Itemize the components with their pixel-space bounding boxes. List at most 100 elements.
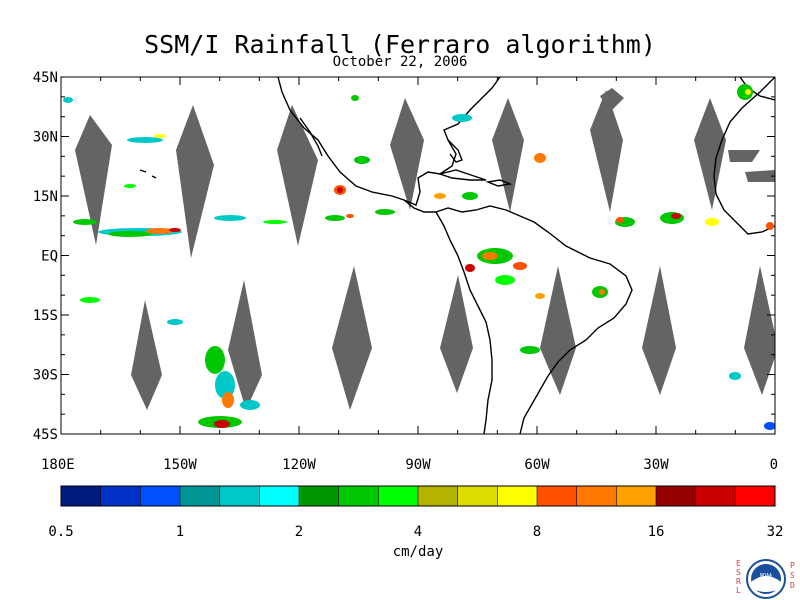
- rain-patch: [325, 215, 345, 221]
- rain-patch: [482, 252, 498, 260]
- colorbar-swatch: [457, 486, 498, 506]
- colorbar-tick-label: 1: [176, 524, 184, 540]
- no-data-swath: [75, 115, 112, 245]
- rain-patch: [80, 297, 100, 303]
- rain-patch: [154, 134, 166, 138]
- noaa-gull: [751, 576, 781, 592]
- rain-patch: [452, 114, 472, 122]
- europe-coast: [739, 77, 775, 101]
- lat-tick-label: 15N: [33, 189, 58, 205]
- no-data-swath: [332, 266, 372, 410]
- map-date: October 22, 2006: [332, 54, 468, 70]
- colorbar-tick-label: 32: [767, 524, 784, 540]
- psd-letters: PSD: [790, 561, 795, 590]
- colorbar-swatch: [656, 486, 697, 506]
- cuba: [437, 169, 487, 181]
- lat-tick-label: 15S: [33, 308, 58, 324]
- psd-letter: S: [790, 571, 795, 580]
- rain-patch: [599, 289, 605, 295]
- rain-patch: [146, 228, 174, 234]
- rain-patch: [495, 275, 515, 285]
- no-data-swath: [228, 280, 262, 410]
- lon-tick-label: 90W: [405, 457, 431, 473]
- colorbar-swatch: [378, 486, 419, 506]
- colorbar-swatch: [140, 486, 181, 506]
- lat-tick-label: 30N: [33, 130, 58, 146]
- rain-patch: [351, 95, 359, 101]
- colorbar-swatch: [695, 486, 736, 506]
- rain-patch: [214, 420, 230, 428]
- rain-patch: [729, 372, 741, 380]
- rain-patch: [346, 214, 354, 218]
- rain-patch: [124, 184, 136, 188]
- rain-patch: [660, 212, 684, 224]
- rain-patch: [465, 264, 475, 272]
- psd-letter: P: [790, 561, 795, 570]
- no-data-swath: [492, 98, 524, 212]
- colorbar-tick-label: 8: [533, 524, 541, 540]
- lat-tick-label: 45N: [33, 70, 58, 86]
- rain-patch: [169, 228, 181, 232]
- map-content: [61, 77, 775, 434]
- south-america-coast: [435, 205, 633, 434]
- rain-patch: [764, 422, 775, 430]
- rain-patch: [354, 156, 370, 164]
- colorbar-swatch: [338, 486, 379, 506]
- no-data-swath: [277, 105, 318, 246]
- rain-patch: [375, 209, 395, 215]
- rain-areas: [63, 84, 775, 430]
- rain-patch: [534, 153, 546, 163]
- no-data-swaths: [75, 88, 775, 410]
- no-data-swath: [440, 275, 473, 393]
- no-data-land: [745, 170, 775, 182]
- colorbar-tick-labels: 0.5 1 2 4 8 16 32: [48, 524, 783, 540]
- latitude-axis: 45N 30N 15N EQ 15S 30S 45S: [33, 70, 775, 443]
- north-america-coast: [277, 77, 501, 206]
- no-data-land: [728, 150, 760, 162]
- rain-patch: [205, 346, 225, 374]
- lon-tick-label: 120W: [282, 457, 316, 473]
- rain-patch: [167, 319, 183, 325]
- rain-patch: [462, 192, 478, 200]
- rain-patch: [127, 137, 163, 143]
- rain-patch: [337, 187, 343, 193]
- rain-patch: [535, 293, 545, 299]
- baja-california: [299, 117, 323, 157]
- colorbar-swatch: [497, 486, 538, 506]
- africa-coast: [713, 77, 775, 235]
- rain-patch: [766, 222, 774, 230]
- colorbar-swatch: [259, 486, 300, 506]
- lat-tick-label: EQ: [41, 249, 58, 265]
- rain-patch: [616, 217, 624, 223]
- rain-patch: [513, 262, 527, 270]
- map-title: SSM/I Rainfall (Ferraro algorithm): [144, 30, 656, 59]
- florida: [447, 139, 463, 163]
- no-data-swath: [642, 266, 676, 395]
- no-data-swath: [390, 98, 424, 210]
- rain-patch: [214, 215, 246, 221]
- colorbar-tick-label: 4: [414, 524, 422, 540]
- no-data-swath: [694, 98, 726, 210]
- colorbar-unit-label: cm/day: [393, 544, 444, 560]
- colorbar-swatch: [299, 486, 340, 506]
- lon-tick-label: 150W: [163, 457, 197, 473]
- rain-patch: [63, 97, 73, 103]
- lon-tick-label: 30W: [643, 457, 669, 473]
- rain-patch: [240, 400, 260, 410]
- colorbar-swatch: [180, 486, 221, 506]
- rain-patch: [434, 193, 446, 199]
- lon-tick-label: 0: [770, 457, 778, 473]
- coastlines: [139, 77, 775, 434]
- lat-tick-label: 45S: [33, 427, 58, 443]
- colorbar-tick-label: 0.5: [48, 524, 73, 540]
- rain-patch: [215, 371, 235, 399]
- rain-patch: [73, 219, 97, 225]
- no-data-swath: [590, 90, 623, 212]
- colorbar-swatch: [537, 486, 578, 506]
- esrl-letter: S: [736, 568, 741, 577]
- rain-patch: [263, 220, 287, 224]
- colorbar-swatch: [61, 486, 102, 506]
